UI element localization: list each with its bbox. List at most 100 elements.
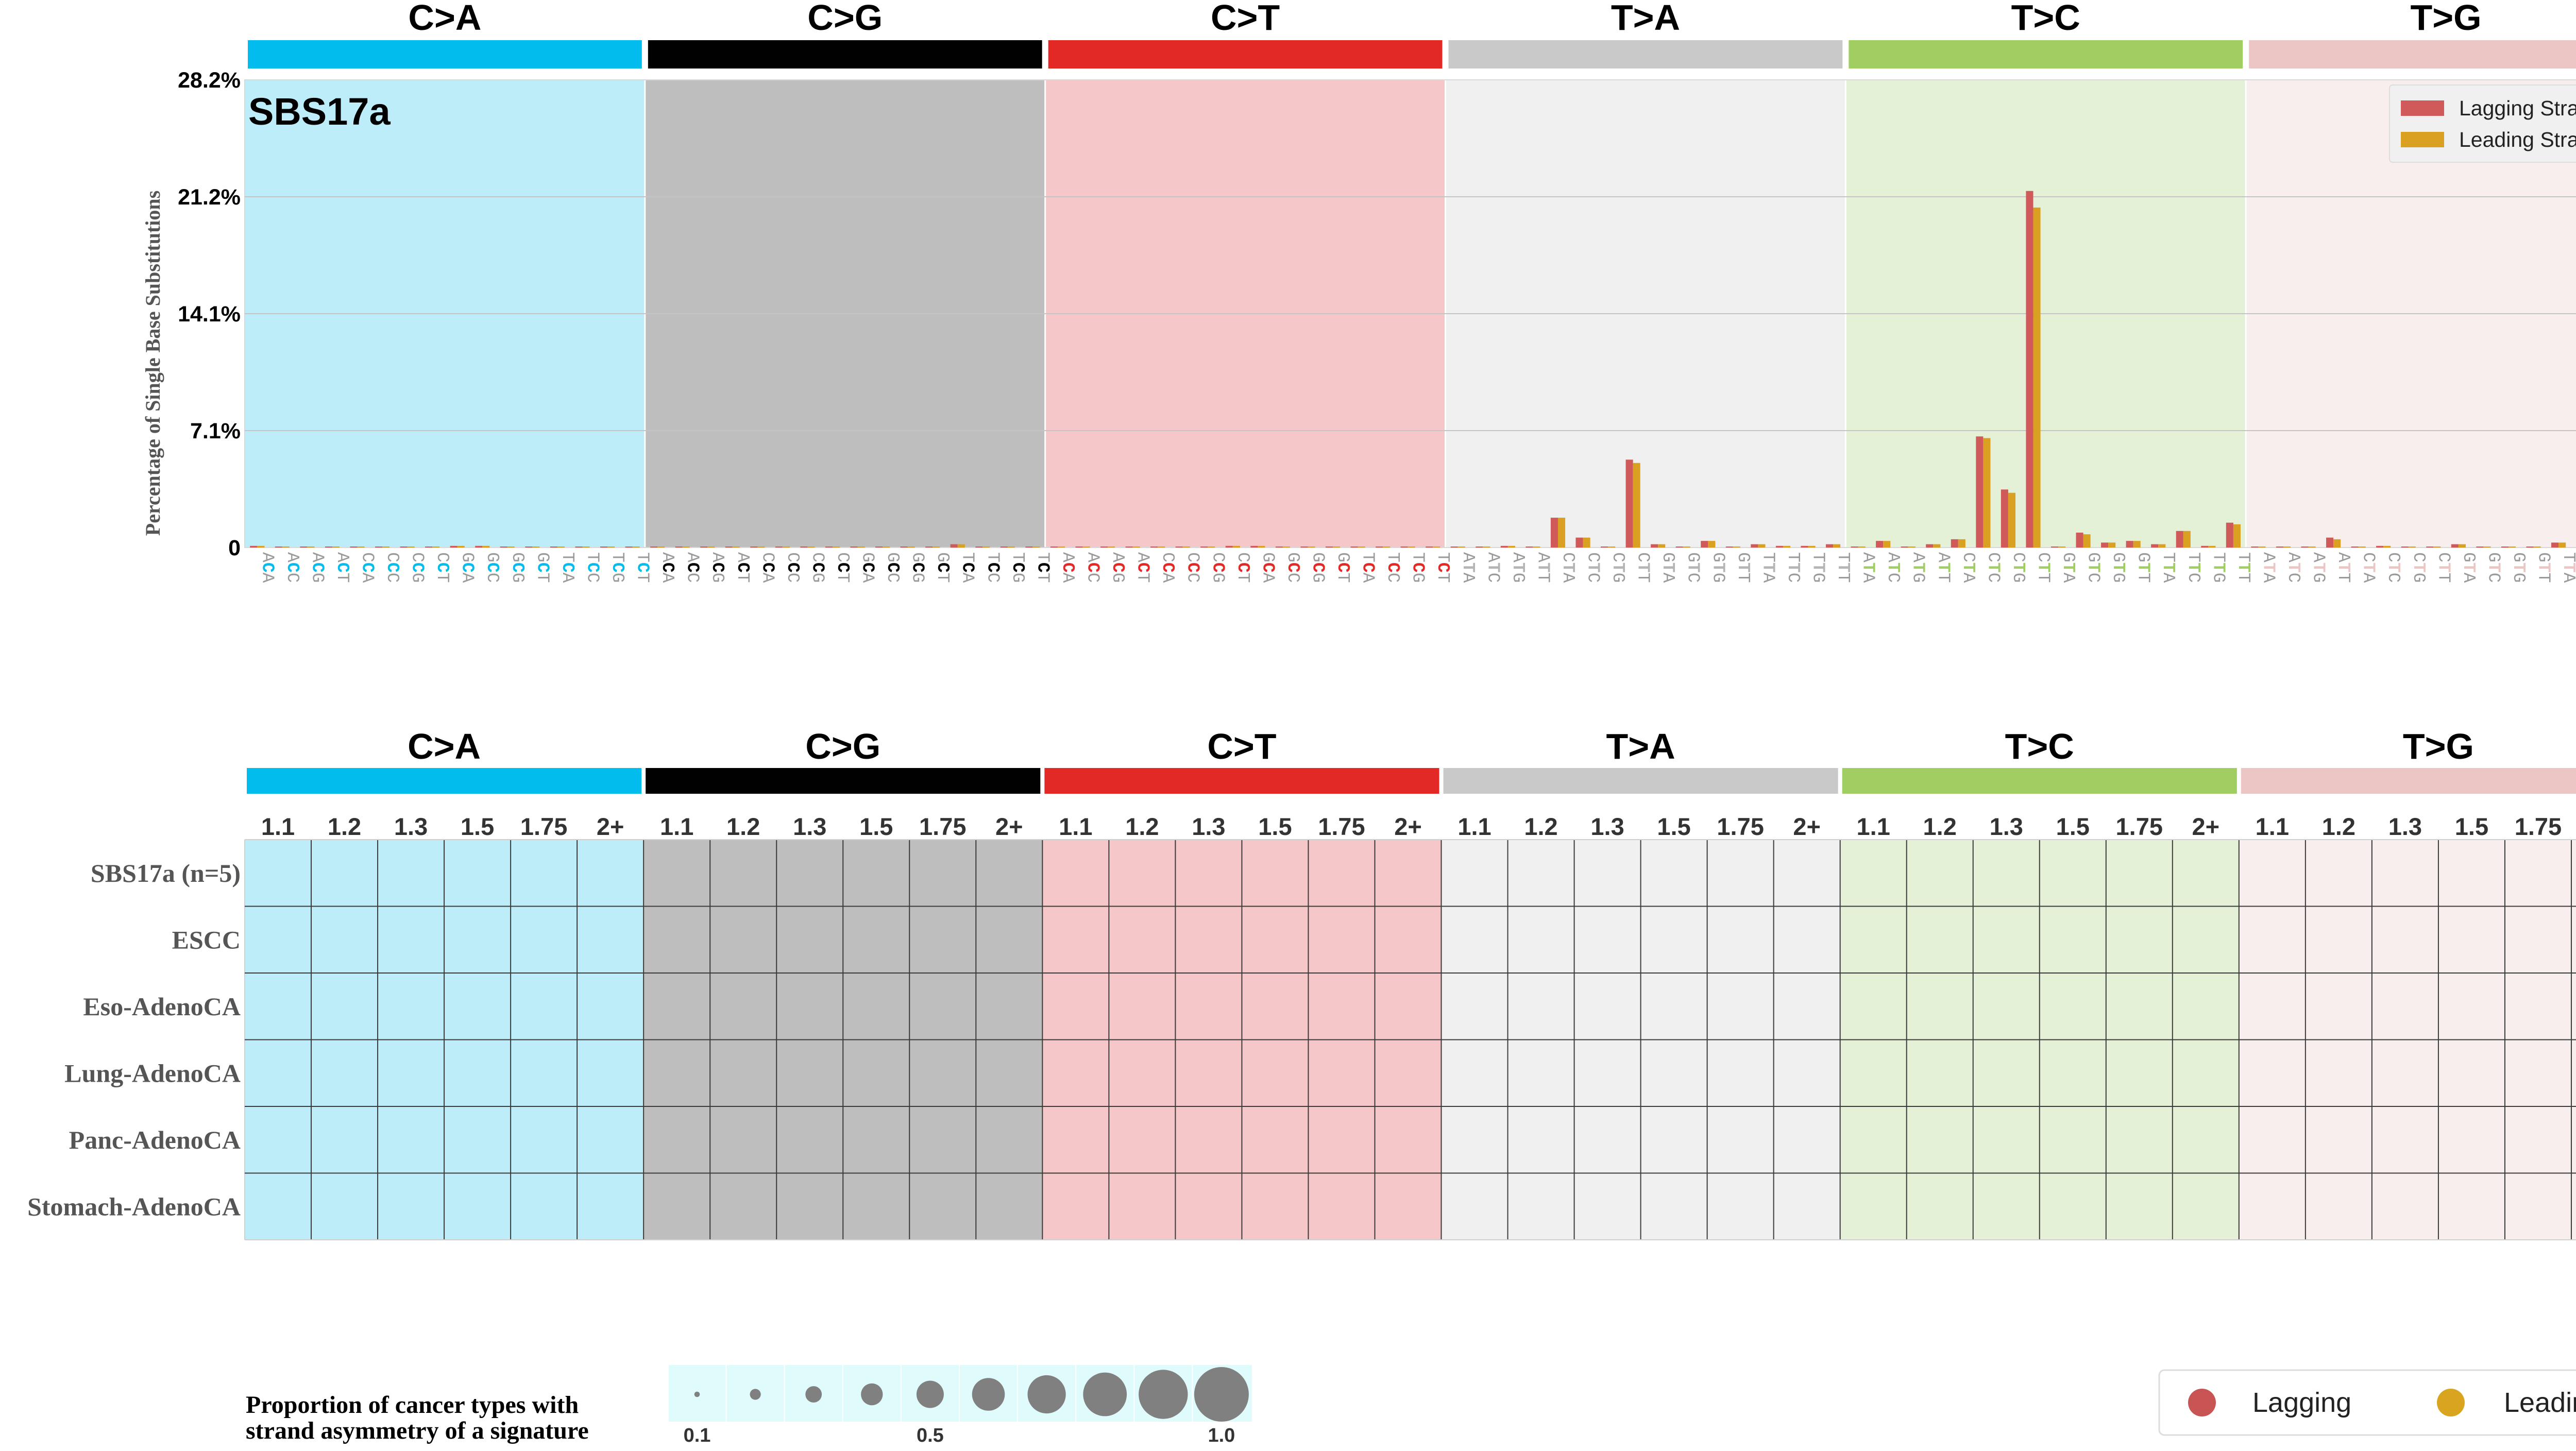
lagging-bar <box>2326 537 2334 548</box>
size-legend-circle <box>694 1391 700 1397</box>
lagging-bar <box>575 547 583 548</box>
size-legend: Proportion of cancer types with strand a… <box>246 1365 1252 1446</box>
x-tick-label: TCA <box>958 552 977 583</box>
lagging-bar <box>1275 547 1283 548</box>
leading-bar <box>2283 547 2291 548</box>
leading-bar <box>1232 545 1240 548</box>
lagging-bar <box>1575 537 1583 548</box>
leading-legend-dot <box>2437 1389 2465 1416</box>
leading-bar <box>507 547 515 548</box>
y-tick-label: 28.2% <box>178 68 241 93</box>
bars <box>250 191 2566 548</box>
lagging-bar <box>650 547 658 548</box>
x-tick-label: ATA <box>1859 552 1878 583</box>
x-tick-label: CCC <box>383 552 402 583</box>
x-tick-label: GCT <box>1333 552 1352 583</box>
lagging-bar <box>2526 547 2534 548</box>
x-tick-label: GCT <box>533 552 552 583</box>
leading-bar <box>1808 545 1816 548</box>
header-bar-t-to-c <box>1849 40 2243 69</box>
x-tick-label: TCC <box>1383 552 1402 583</box>
header-label-c-to-t: C>T <box>1211 0 1280 38</box>
lagging-bar <box>1325 547 1333 548</box>
x-tick-label: CTA <box>1558 552 1578 583</box>
size-legend-circle <box>1194 1367 1249 1422</box>
x-tick-label: CTC <box>1984 552 2003 583</box>
lagging-bar <box>1725 547 1733 548</box>
size-legend-circle <box>1083 1372 1127 1416</box>
leading-bar <box>933 547 940 548</box>
x-tick-label: ACG <box>308 552 327 583</box>
leading-bar <box>557 547 565 548</box>
lagging-bar <box>1250 545 1258 548</box>
lagging-bar <box>1476 547 1483 548</box>
x-tick-label: ACG <box>1108 552 1127 583</box>
x-tick-label: GCG <box>1308 552 1327 583</box>
x-tick-label: ATG <box>2309 552 2328 583</box>
lagging-legend-dot <box>2188 1389 2216 1416</box>
lagging-bar <box>700 547 708 548</box>
lagging-bar <box>2351 547 2359 548</box>
grid-mutation-type-header: C>A C>G C>T T>A T>C T>G <box>247 726 2576 794</box>
y-gridlines <box>245 196 2576 431</box>
x-tick-label: GTG <box>1708 552 1727 583</box>
lagging-bar <box>1825 544 1834 548</box>
x-tick-label: GCG <box>908 552 927 583</box>
leading-bar <box>607 547 615 548</box>
x-tick-label: TCA <box>558 552 577 583</box>
lagging-bar <box>300 547 308 548</box>
lagging-bar <box>1376 547 1383 548</box>
lagging-bar <box>950 544 958 548</box>
x-tick-label: GCC <box>883 552 902 583</box>
lagging-bar <box>2151 544 2159 548</box>
x-tick-label: TCT <box>1033 552 1052 583</box>
leading-bar <box>1483 547 1490 548</box>
leading-bar <box>707 547 715 548</box>
lagging-bar <box>1175 547 1183 548</box>
lagging-bar <box>1951 539 1958 548</box>
lagging-bar <box>2126 541 2133 548</box>
grid-column-label: 1.2 <box>2322 813 2355 840</box>
x-tick-label: ATT <box>1533 552 1552 583</box>
grid-column-label: 2+ <box>597 813 624 840</box>
size-legend-circle <box>805 1386 822 1403</box>
grid-row-label: Eso-AdenoCA <box>83 992 241 1021</box>
y-axis-label: Percentage of Single Base Substitutions <box>141 191 164 536</box>
leading-bar <box>1533 547 1540 548</box>
leading-bar <box>2108 542 2116 548</box>
grid-column-label: 1.75 <box>2116 813 2163 840</box>
lagging-bar <box>2050 547 2059 548</box>
leading-bar <box>1108 547 1115 548</box>
size-legend-circle <box>861 1383 883 1406</box>
x-tick-label: TCG <box>1409 552 1428 583</box>
lagging-bar <box>1225 545 1233 548</box>
lagging-bar <box>1300 547 1308 548</box>
x-tick-label: CCC <box>1183 552 1202 583</box>
leading-bar <box>2483 547 2491 548</box>
bar-legend: Lagging Strand Leading Strand <box>2389 84 2576 163</box>
x-tick-label: CCA <box>1158 552 1177 583</box>
leading-bar <box>2233 524 2241 548</box>
grid-header-bar-t-to-a <box>1443 768 1838 794</box>
grid-column-label: 1.2 <box>726 813 760 840</box>
lagging-bar <box>350 547 358 548</box>
x-tick-label: GCG <box>508 552 527 583</box>
lagging-bar <box>375 547 383 548</box>
leading-bar <box>1633 463 1640 548</box>
x-tick-label: TTC <box>1784 552 1803 583</box>
x-tick-label: TTG <box>2209 552 2228 583</box>
leading-bar <box>682 547 690 548</box>
lagging-bar <box>500 547 507 548</box>
grid-header-bar-c-to-t <box>1044 768 1439 794</box>
x-tick-label: GTC <box>1684 552 1703 583</box>
lagging-bar <box>1125 547 1133 548</box>
lagging-bar <box>1675 547 1683 548</box>
leading-bar <box>282 547 290 548</box>
y-tick-label: 0 <box>228 536 241 560</box>
leading-bar <box>1908 547 1916 548</box>
grid-column-label: 1.3 <box>1990 813 2023 840</box>
grid-column-label: 2+ <box>995 813 1023 840</box>
lagging-bar <box>550 547 557 548</box>
leading-bar <box>1758 544 1766 548</box>
grid-column-label: 1.1 <box>2256 813 2289 840</box>
